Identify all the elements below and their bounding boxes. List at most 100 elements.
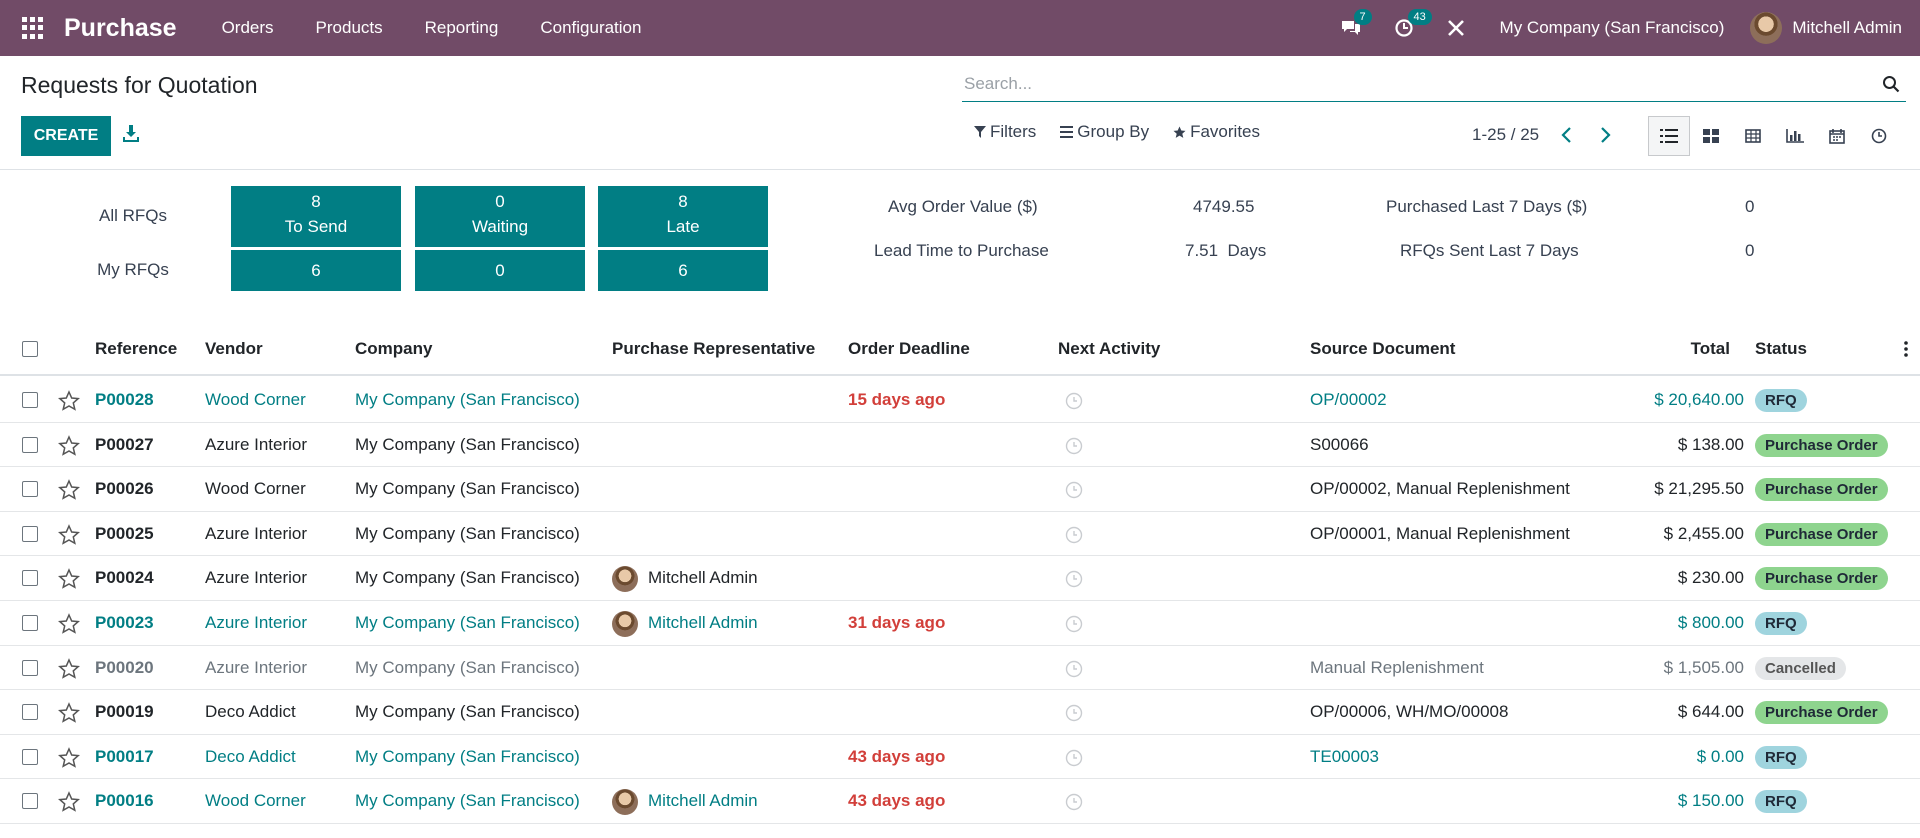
table-row[interactable]: P00024 Azure Interior My Company (San Fran… (0, 556, 1920, 601)
my-late-tile[interactable]: 6 (598, 250, 768, 291)
row-checkbox[interactable] (22, 704, 38, 721)
calendar-view-button[interactable] (1816, 116, 1858, 156)
menu-orders[interactable]: Orders (221, 18, 274, 37)
row-checkbox[interactable] (22, 392, 38, 408)
favorite-star-icon[interactable] (57, 568, 81, 595)
menu-reporting[interactable]: Reporting (424, 18, 499, 37)
header-reference[interactable]: Reference (95, 339, 178, 358)
my-to-send-tile[interactable]: 6 (231, 250, 401, 291)
header-status[interactable]: Status (1755, 339, 1807, 358)
activities-button[interactable]: 43 (1378, 0, 1432, 56)
apps-menu-icon[interactable] (22, 17, 44, 39)
row-reference[interactable]: P00017 (95, 746, 154, 766)
table-row[interactable]: P00028 Wood Corner My Company (San Francis… (0, 378, 1920, 423)
messages-button[interactable]: 7 (1324, 0, 1378, 56)
waiting-tile[interactable]: 0 Waiting (415, 186, 585, 247)
table-row[interactable]: P00025 Azure Interior My Company (San Fran… (0, 512, 1920, 557)
header-source-document[interactable]: Source Document (1310, 339, 1456, 358)
row-representative: Mitchell Admin (612, 556, 758, 600)
pager-next-icon[interactable] (1596, 124, 1614, 146)
row-reference[interactable]: P00016 (95, 791, 154, 811)
favorite-star-icon[interactable] (57, 613, 81, 640)
my-waiting-tile[interactable]: 0 (415, 250, 585, 291)
row-checkbox[interactable] (22, 615, 38, 631)
row-reference[interactable]: P00026 (95, 479, 154, 499)
filters-button[interactable]: Filters (974, 122, 1036, 142)
favorites-button[interactable]: Favorites (1173, 122, 1260, 142)
favorite-star-icon[interactable] (57, 791, 81, 818)
row-checkbox[interactable] (22, 436, 38, 453)
activity-clock-icon[interactable] (1065, 437, 1083, 460)
activity-clock-icon[interactable] (1065, 570, 1083, 593)
activity-clock-icon[interactable] (1065, 749, 1083, 772)
table-row[interactable]: P00023 Azure Interior My Company (San Fran… (0, 601, 1920, 646)
list-view-button[interactable] (1648, 116, 1690, 156)
row-reference[interactable]: P00025 (95, 523, 154, 543)
activity-clock-icon (1394, 19, 1413, 37)
waiting-label: Waiting (471, 217, 529, 236)
row-reference[interactable]: P00024 (95, 568, 154, 588)
kanban-view-icon (1703, 129, 1719, 143)
header-order-deadline[interactable]: Order Deadline (848, 339, 970, 358)
optional-columns-icon[interactable] (1903, 341, 1909, 357)
favorite-star-icon[interactable] (57, 657, 81, 685)
groupby-button[interactable]: Group By (1060, 122, 1149, 142)
search-input[interactable] (962, 68, 1862, 100)
header-vendor[interactable]: Vendor (205, 339, 263, 358)
table-row[interactable]: P00026 Wood Corner My Company (San Francis… (0, 467, 1920, 512)
table-row[interactable]: P00017 Deco Addict My Company (San Francis… (0, 735, 1920, 780)
row-checkbox[interactable] (22, 525, 38, 542)
header-next-activity[interactable]: Next Activity (1058, 339, 1161, 358)
table-row[interactable]: P00016 Wood Corner My Company (San Francis… (0, 779, 1920, 824)
header-total[interactable]: Total (1690, 339, 1730, 358)
favorite-star-icon[interactable] (57, 702, 81, 729)
favorite-star-icon[interactable] (57, 479, 81, 506)
row-checkbox[interactable] (22, 570, 38, 587)
row-checkbox[interactable] (22, 748, 38, 765)
user-menu[interactable]: Mitchell Admin (1750, 12, 1920, 44)
activity-clock-icon[interactable] (1065, 615, 1083, 638)
row-checkbox[interactable] (22, 793, 38, 810)
company-switcher[interactable]: My Company (San Francisco) (1499, 18, 1725, 37)
row-checkbox[interactable] (22, 659, 38, 676)
late-tile[interactable]: 8 Late (598, 186, 768, 247)
pager-value[interactable]: 1-25 / 25 (1472, 125, 1540, 144)
favorite-star-icon[interactable] (57, 434, 81, 462)
activity-clock-icon[interactable] (1065, 793, 1083, 816)
activity-clock-icon[interactable] (1065, 660, 1083, 683)
row-reference[interactable]: P00027 (95, 434, 154, 454)
row-reference[interactable]: P00019 (95, 702, 154, 722)
favorite-star-icon[interactable] (57, 746, 81, 774)
table-row[interactable]: P00027 Azure Interior My Company (San Fran… (0, 423, 1920, 468)
table-row[interactable]: P00019 Deco Addict My Company (San Francis… (0, 690, 1920, 735)
create-button[interactable]: CREATE (21, 116, 111, 156)
row-reference[interactable]: P00028 (95, 390, 154, 409)
pivot-view-button[interactable] (1732, 116, 1774, 156)
debug-tools-button[interactable] (1430, 0, 1482, 56)
favorite-star-icon[interactable] (57, 390, 81, 417)
search-icon[interactable] (1882, 75, 1900, 93)
activity-clock-icon[interactable] (1065, 526, 1083, 549)
menu-configuration[interactable]: Configuration (540, 18, 642, 37)
download-button[interactable] (122, 123, 144, 147)
activity-clock-icon[interactable] (1065, 392, 1083, 415)
row-vendor: Azure Interior (205, 613, 308, 632)
menu-products[interactable]: Products (315, 18, 383, 37)
row-checkbox[interactable] (22, 481, 38, 498)
pager-previous-icon[interactable] (1558, 124, 1576, 146)
header-company[interactable]: Company (355, 339, 433, 358)
to-send-tile[interactable]: 8 To Send (231, 186, 401, 247)
graph-view-button[interactable] (1774, 116, 1816, 156)
table-row[interactable]: P00020 Azure Interior My Company (San Fran… (0, 646, 1920, 691)
select-all-checkbox[interactable] (22, 341, 38, 357)
header-purchase-representative[interactable]: Purchase Representative (612, 339, 816, 358)
row-reference[interactable]: P00020 (95, 657, 154, 677)
activity-clock-icon[interactable] (1065, 704, 1083, 727)
kanban-view-button[interactable] (1690, 116, 1732, 156)
favorite-star-icon[interactable] (57, 523, 81, 551)
row-reference[interactable]: P00023 (95, 613, 154, 632)
app-name[interactable]: Purchase (64, 13, 177, 42)
activity-view-button[interactable] (1858, 116, 1900, 156)
activity-clock-icon[interactable] (1065, 481, 1083, 504)
favorites-label: Favorites (1190, 122, 1261, 141)
